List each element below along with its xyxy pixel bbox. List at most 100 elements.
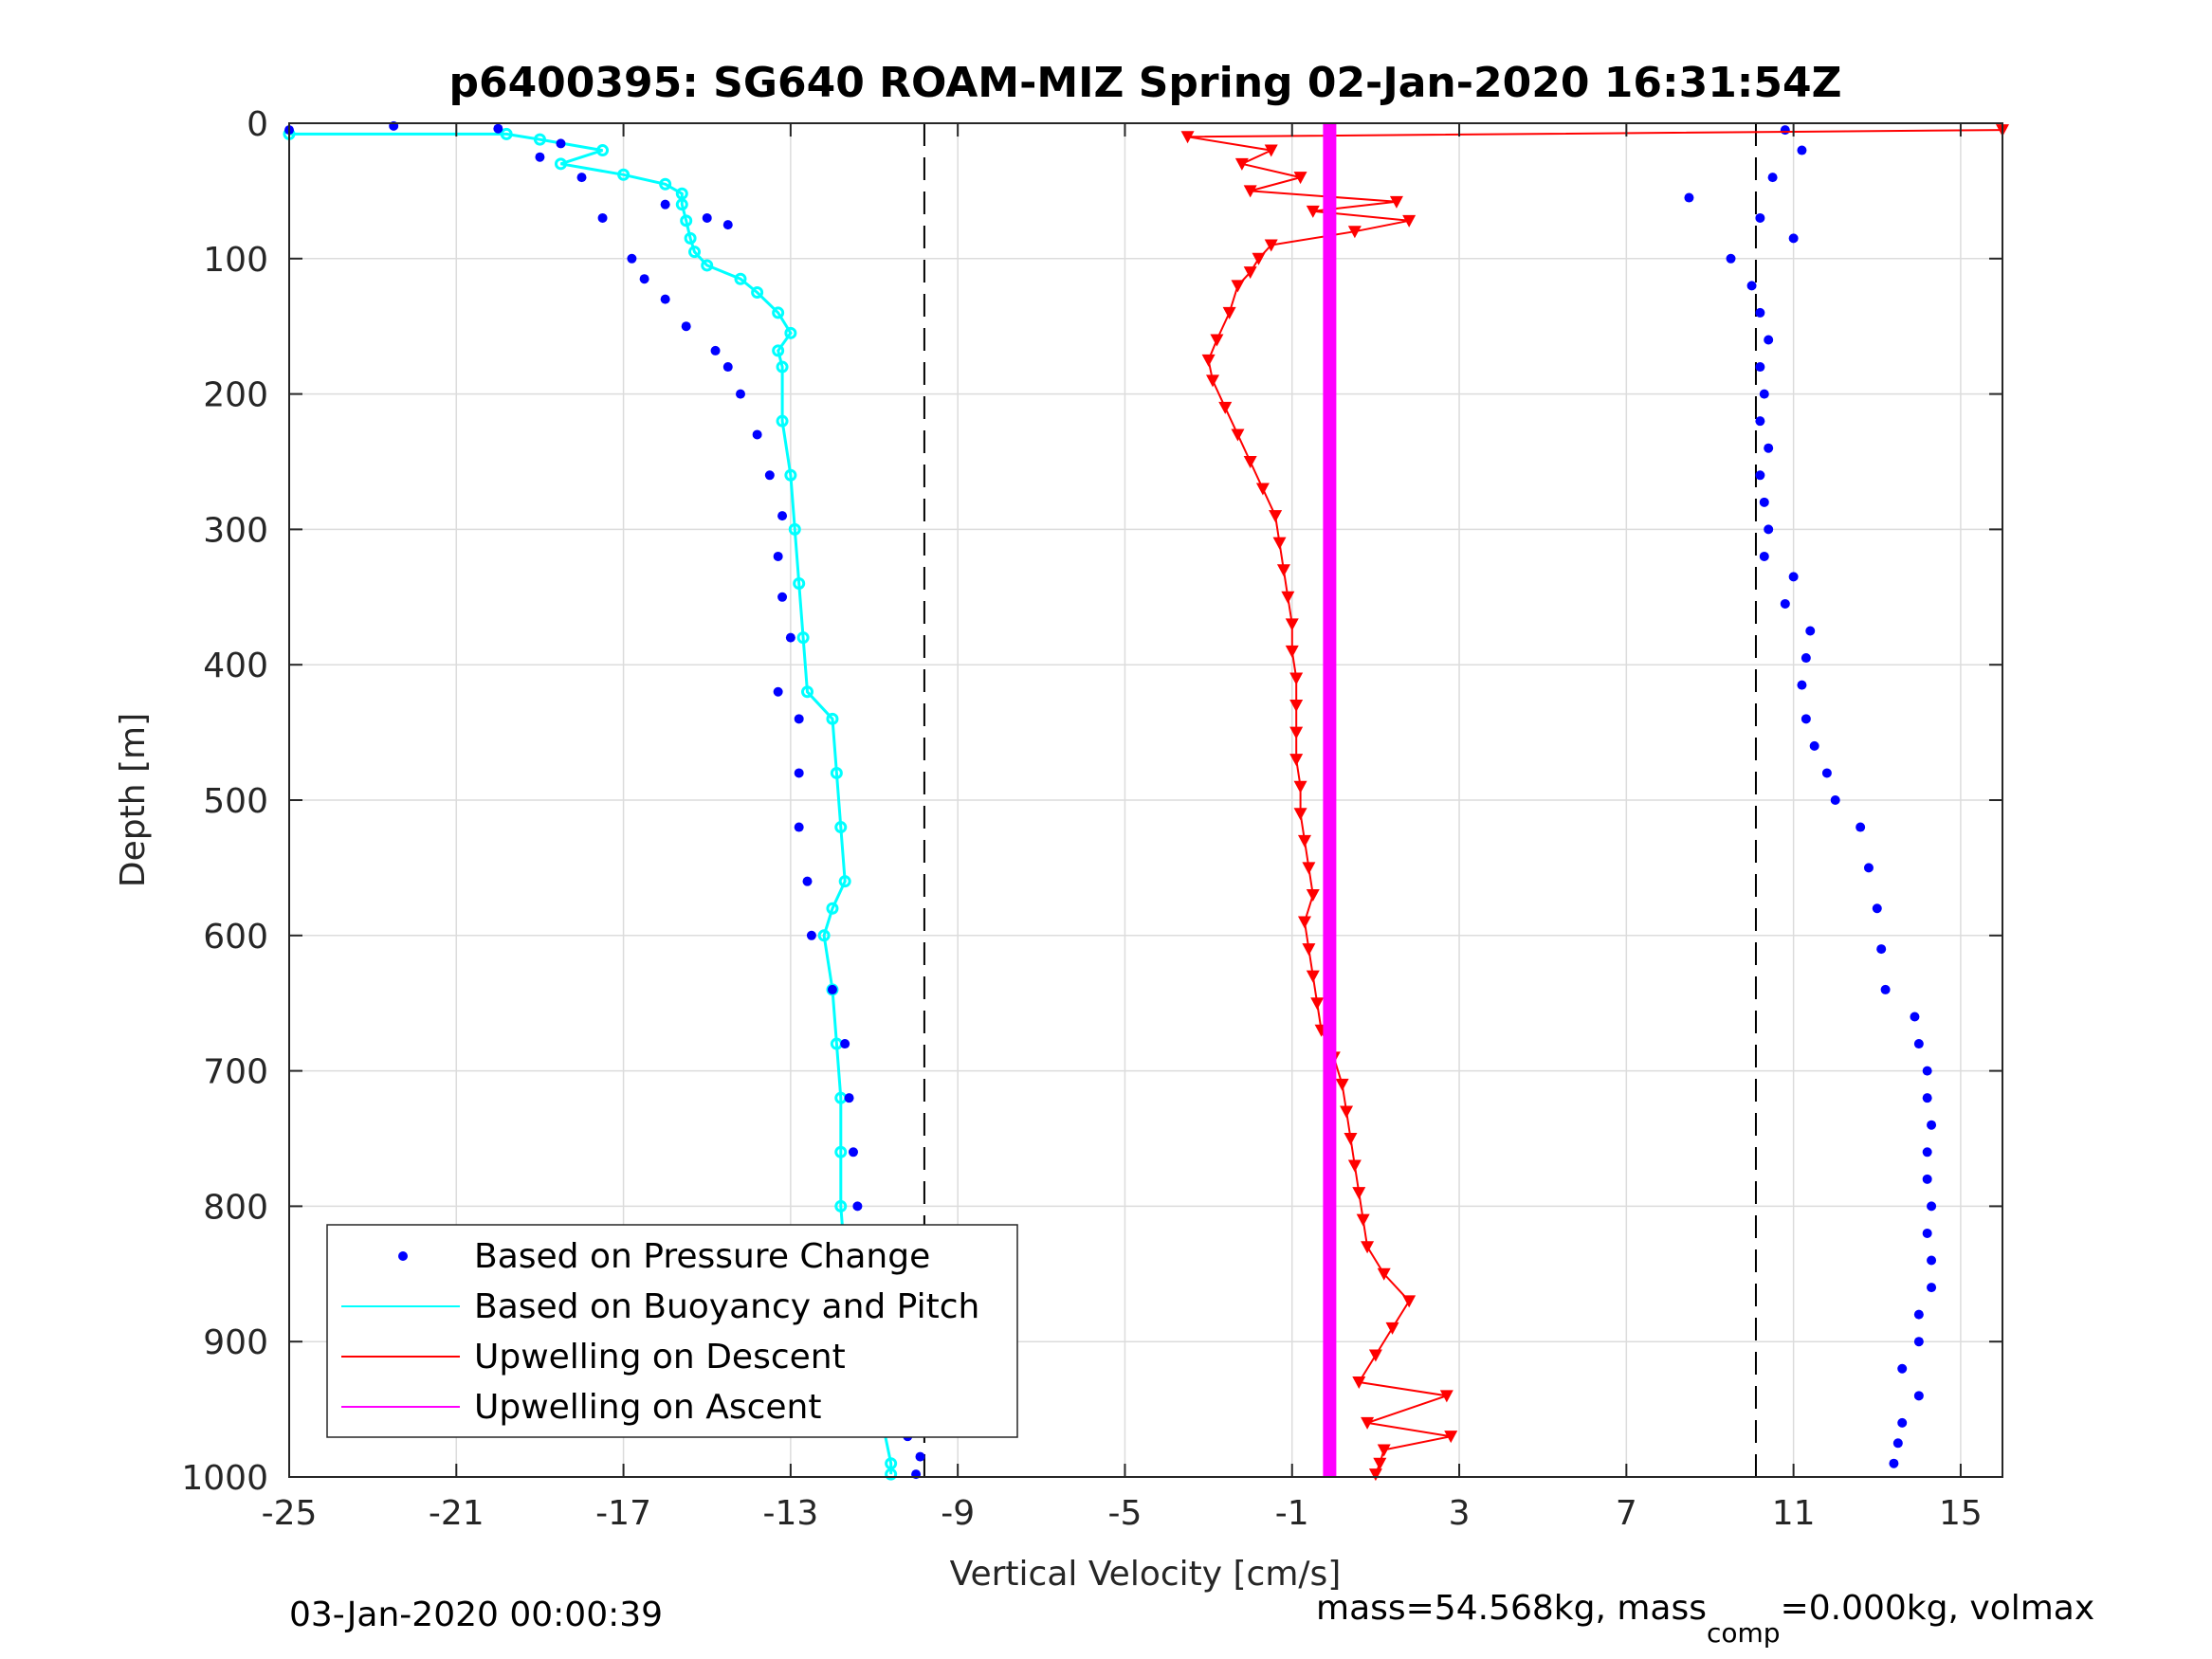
buoyancy-pitch-point	[826, 712, 839, 725]
upwelling-descent-point	[1402, 1295, 1417, 1308]
buoyancy-pitch-point	[885, 1468, 898, 1481]
pressure-change-ascent-point	[1913, 1309, 1924, 1320]
x-tick-label: 11	[1772, 1494, 1816, 1533]
pressure-change-descent-point	[848, 1147, 858, 1158]
upwelling-descent-point	[1302, 862, 1316, 875]
mass-subscript: comp	[1707, 1617, 1781, 1649]
buoyancy-pitch-point	[659, 177, 672, 191]
upwelling-descent-point	[1243, 266, 1257, 280]
x-tick-label: 3	[1449, 1494, 1471, 1533]
y-tick-label: 300	[203, 511, 268, 550]
buoyancy-pitch-point	[772, 306, 785, 319]
pressure-change-ascent-point	[1927, 1201, 1937, 1212]
upwelling-descent-point	[1385, 1322, 1399, 1335]
pressure-change-ascent-point	[1805, 626, 1816, 636]
pressure-change-ascent-point	[1767, 173, 1778, 183]
upwelling-descent-point	[1377, 1444, 1391, 1457]
upwelling-descent-point	[1302, 943, 1316, 957]
buoyancy-pitch-point	[701, 259, 714, 272]
pressure-change-ascent-point	[1726, 253, 1736, 264]
pressure-change-ascent-point	[1876, 944, 1887, 955]
upwelling-descent-point	[1389, 195, 1403, 209]
pressure-change-ascent-point	[1872, 903, 1882, 914]
upwelling-descent-point	[1373, 1457, 1387, 1470]
pressure-change-ascent-point	[1759, 389, 1769, 399]
upwelling-descent-point	[1402, 214, 1417, 228]
buoyancy-pitch-point	[533, 133, 546, 146]
pressure-change-descent-point	[681, 321, 691, 332]
pressure-change-ascent-point	[1759, 497, 1769, 507]
upwelling-descent-point	[1201, 354, 1216, 367]
buoyancy-pitch-point	[688, 246, 702, 259]
buoyancy-pitch-point	[801, 685, 814, 699]
buoyancy-pitch-point	[834, 1199, 848, 1212]
upwelling-descent-point	[1340, 1105, 1354, 1119]
buoyancy-pitch-point	[784, 326, 797, 339]
upwelling-descent-point	[1306, 888, 1320, 902]
legend-marker	[398, 1251, 408, 1261]
upwelling-descent-point	[1310, 997, 1325, 1011]
pressure-change-descent-point	[710, 345, 721, 356]
buoyancy-pitch-point	[680, 214, 693, 228]
pressure-change-descent-point	[844, 1093, 854, 1103]
pressure-change-descent-point	[535, 152, 545, 162]
upwelling-descent-point	[1439, 1390, 1453, 1403]
pressure-change-descent-point	[493, 123, 503, 134]
pressure-change-ascent-point	[1755, 362, 1765, 373]
pressure-change-descent-point	[794, 768, 804, 778]
pressure-change-ascent-point	[1927, 1283, 1937, 1293]
pressure-change-ascent-point	[1913, 1391, 1924, 1401]
pressure-change-ascent-point	[1830, 795, 1840, 805]
upwelling-descent-point	[1352, 1376, 1366, 1390]
pressure-change-ascent-point	[1759, 551, 1769, 561]
upwelling-descent-point	[1444, 1431, 1458, 1444]
pressure-change-ascent-point	[1764, 335, 1774, 345]
upwelling-descent-point	[1347, 226, 1362, 239]
buoyancy-pitch-point	[554, 157, 567, 171]
pressure-change-descent-point	[794, 714, 804, 724]
pressure-change-ascent-point	[1922, 1093, 1932, 1103]
pressure-change-ascent-point	[1922, 1147, 1932, 1158]
pressure-change-ascent-point	[1764, 443, 1774, 453]
pressure-change-descent-point	[597, 212, 608, 223]
buoyancy-pitch-point	[826, 902, 839, 915]
pressure-change-ascent-point	[1801, 714, 1811, 724]
pressure-change-descent-point	[777, 511, 788, 521]
pressure-change-ascent-point	[1788, 233, 1799, 244]
upwelling-descent-point	[1206, 374, 1220, 388]
buoyancy-pitch-point	[596, 144, 610, 157]
x-tick-label: 7	[1616, 1494, 1637, 1533]
upwelling-descent-point	[1255, 483, 1270, 496]
pressure-change-descent-point	[627, 253, 637, 264]
pressure-change-descent-point	[576, 173, 587, 183]
pressure-change-ascent-point	[1913, 1039, 1924, 1049]
upwelling-descent-point	[1361, 1416, 1375, 1430]
legend: Based on Pressure Change Based on Buoyanc…	[326, 1224, 1018, 1438]
chart-title: p6400395: SG640 ROAM-MIZ Spring 02-Jan-2…	[448, 59, 1841, 107]
upwelling-descent-point	[1293, 808, 1307, 821]
y-tick-label: 200	[203, 376, 268, 415]
y-tick-label: 100	[203, 241, 268, 280]
y-tick-label: 0	[247, 105, 268, 144]
upwelling-descent-point	[1289, 672, 1304, 685]
upwelling-descent-point	[1377, 1267, 1391, 1281]
x-tick-label: -25	[262, 1494, 318, 1533]
pressure-change-ascent-point	[1927, 1255, 1937, 1266]
upwelling-descent-point	[1335, 1078, 1349, 1091]
upwelling-descent-point	[1297, 916, 1311, 929]
x-tick-label: -17	[595, 1494, 651, 1533]
buoyancy-pitch-point	[830, 766, 843, 779]
upwelling-descent-point	[1234, 157, 1249, 171]
upwelling-descent-point	[1289, 726, 1304, 739]
x-axis-label: Vertical Velocity [cm/s]	[950, 1555, 1342, 1594]
pressure-change-descent-point	[702, 212, 712, 223]
upwelling-descent-point	[1344, 1133, 1358, 1145]
upwelling-descent-point	[1347, 1159, 1362, 1173]
x-tick-label: -13	[762, 1494, 818, 1533]
upwelling-descent-point	[1368, 1349, 1382, 1362]
upwelling-descent-point	[1269, 510, 1283, 523]
buoyancy-pitch-point	[684, 231, 697, 245]
y-tick-label: 600	[203, 918, 268, 957]
buoyancy-pitch-point	[796, 631, 810, 645]
pressure-change-descent-point	[915, 1451, 925, 1462]
